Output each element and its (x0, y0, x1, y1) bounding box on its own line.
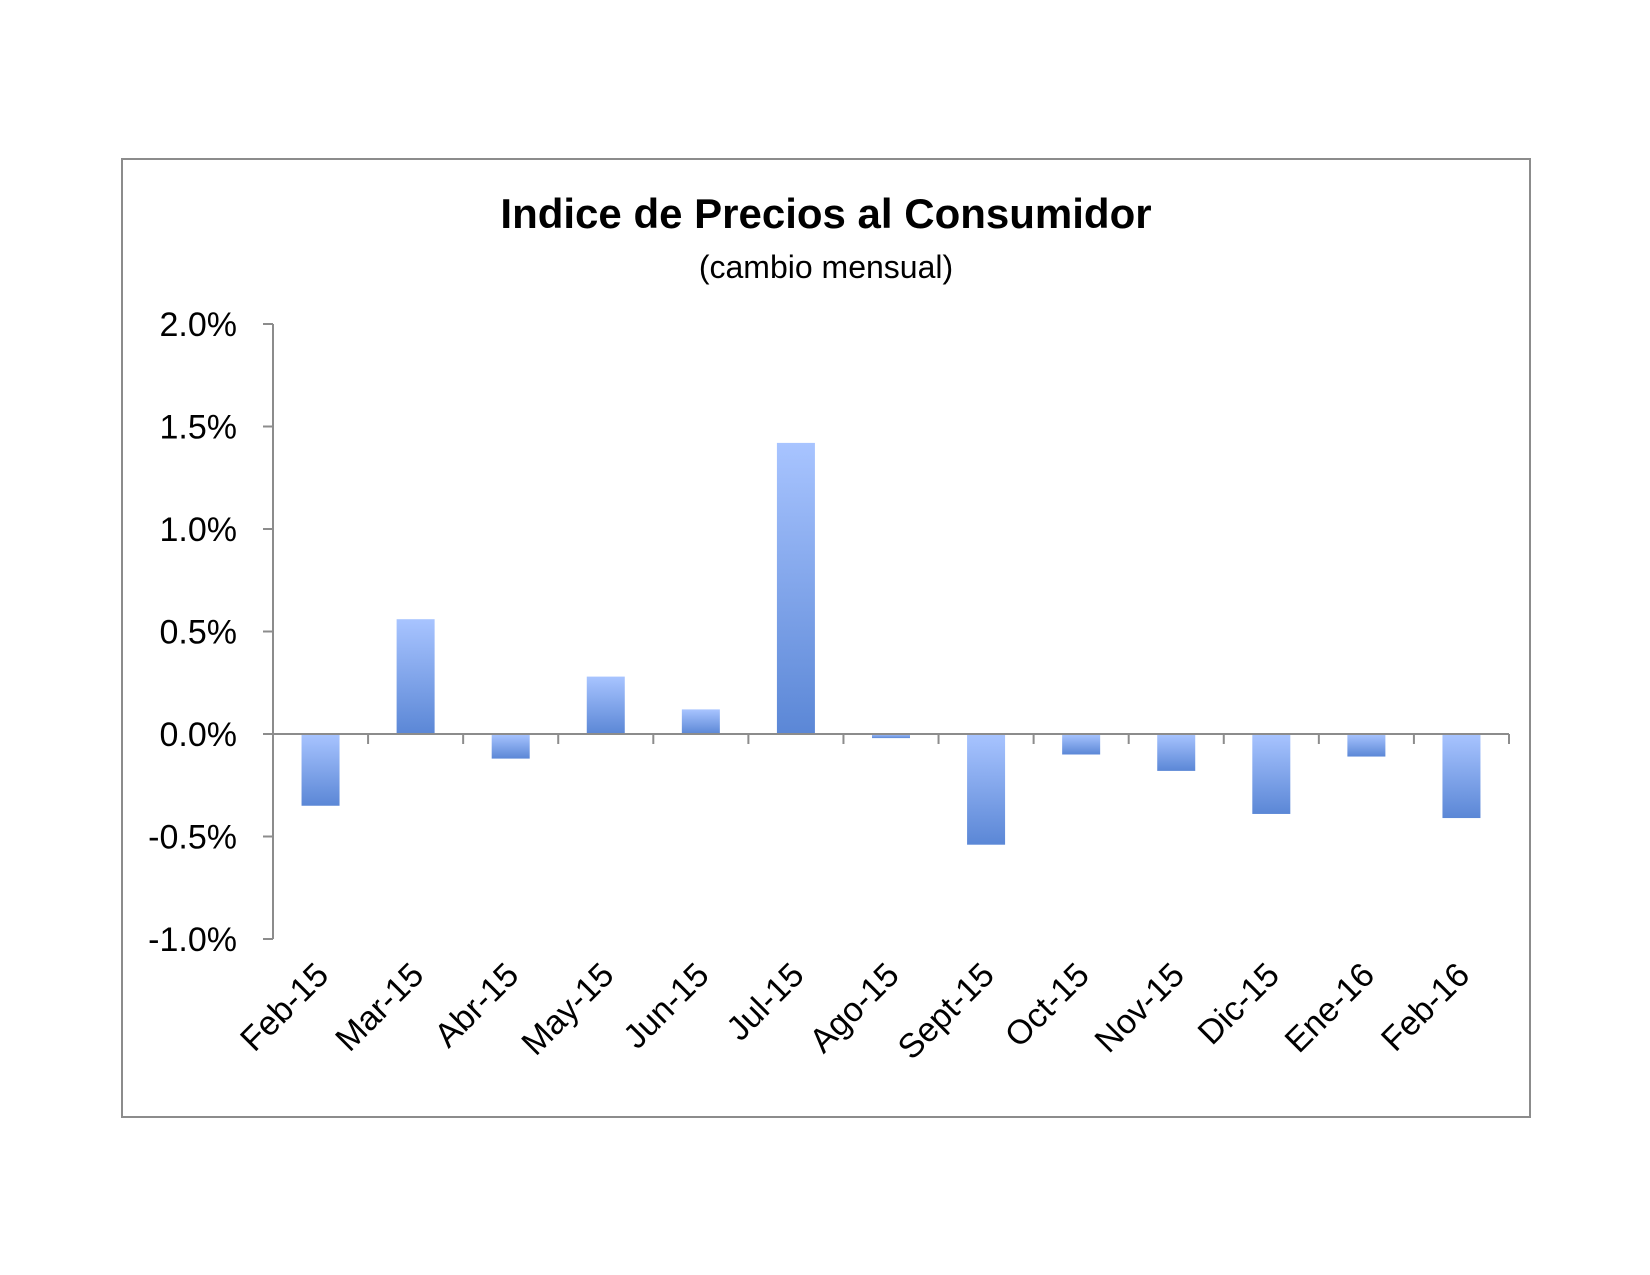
bars (301, 442, 1481, 845)
bar-feb-15 (301, 734, 340, 806)
bar-sept-15 (967, 734, 1006, 845)
chart-frame: Indice de Precios al Consumidor (cambio … (121, 158, 1531, 1118)
x-tick-label: Sept-15 (891, 956, 1002, 1067)
x-tick-label: Feb-15 (233, 956, 336, 1059)
x-tick-label: Dic-15 (1191, 956, 1287, 1052)
bar-ene-16 (1347, 734, 1386, 757)
bar-feb-16 (1442, 734, 1481, 819)
x-tick-label: Ene-16 (1278, 956, 1382, 1060)
bar-may-15 (586, 676, 625, 734)
bar-dic-15 (1252, 734, 1291, 814)
y-tick-label: 1.5% (160, 409, 238, 447)
y-tick-label: 2.0% (160, 306, 238, 344)
x-tick-label: Nov-15 (1088, 956, 1192, 1060)
y-axis: 2.0% 1.5% 1.0% 0.5% 0.0% -0.5% -1.0% (148, 306, 274, 959)
chart-subtitle: (cambio mensual) (699, 249, 953, 285)
bar-oct-15 (1062, 734, 1101, 755)
x-tick-label: Ago-15 (802, 956, 906, 1060)
bar-abr-15 (491, 734, 530, 759)
x-tick-label: Jun-15 (616, 956, 716, 1056)
x-tick-label: May-15 (514, 956, 621, 1063)
bar-nov-15 (1157, 734, 1196, 771)
bar-mar-15 (396, 619, 435, 734)
bar-jun-15 (681, 709, 720, 734)
x-tick-label: Abr-15 (427, 956, 526, 1055)
y-tick-label: 0.0% (160, 716, 238, 754)
y-tick-label: -0.5% (148, 819, 237, 857)
chart-title: Indice de Precios al Consumidor (500, 190, 1151, 237)
x-tick-label: Oct-15 (998, 956, 1097, 1055)
chart-svg: Indice de Precios al Consumidor (cambio … (148, 190, 1510, 1067)
y-tick-label: 0.5% (160, 614, 238, 652)
y-tick-label: -1.0% (148, 921, 237, 959)
x-tick-label: Feb-16 (1374, 956, 1477, 1059)
x-tick-label: Jul-15 (719, 956, 811, 1048)
x-tick-label: Mar-15 (328, 956, 431, 1059)
bar-jul-15 (776, 442, 815, 734)
y-tick-label: 1.0% (160, 511, 238, 549)
bar-ago-15 (872, 734, 910, 739)
